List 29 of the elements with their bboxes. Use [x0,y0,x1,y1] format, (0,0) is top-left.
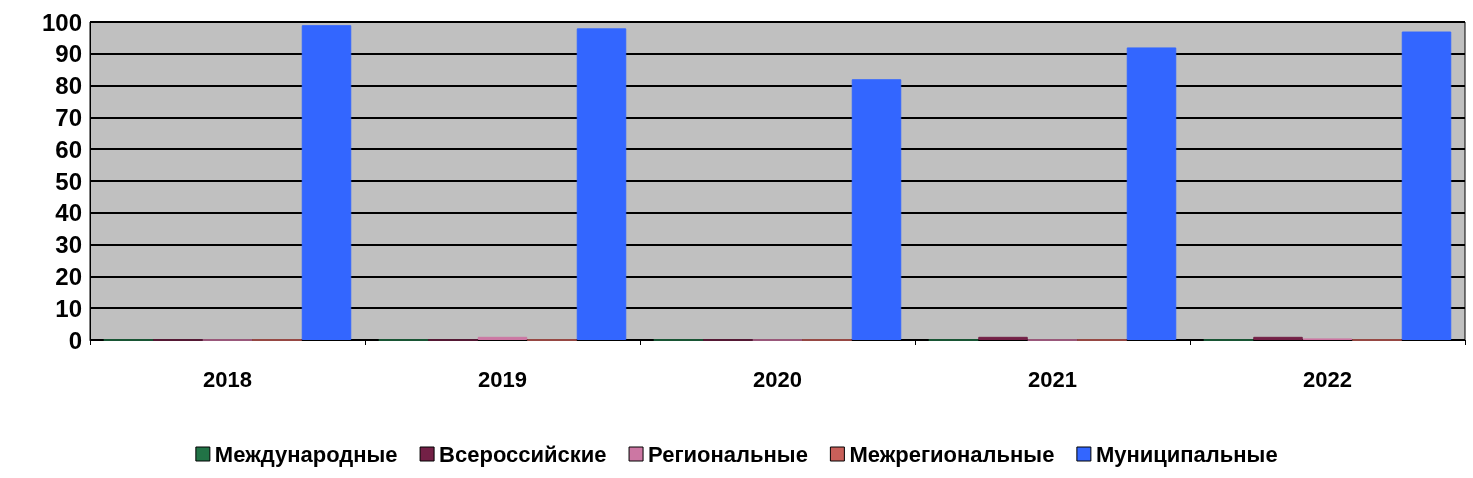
x-tick-label: 2019 [478,366,527,392]
bar [1126,47,1177,340]
x-tick-label: 2018 [203,366,252,392]
y-tick-label: 50 [55,167,82,195]
y-tick-label: 10 [55,294,82,322]
y-tick-label: 80 [55,72,82,100]
legend-label: Региональные [648,441,808,467]
x-tick-label: 2022 [1303,366,1352,392]
y-tick-label: 0 [68,326,82,354]
y-tick-label: 70 [55,103,82,131]
legend-label: Муниципальные [1095,441,1278,467]
legend-label: Международные [214,441,398,467]
bar [978,336,1028,340]
bar [576,28,627,340]
x-tick-label: 2021 [1028,366,1077,392]
bar [851,79,902,340]
x-tick-label: 2020 [753,366,802,392]
bar [477,336,528,340]
bar [1253,336,1303,340]
legend-label: Межрегиональные [849,441,1055,467]
y-tick-label: 20 [55,262,82,290]
bar [1401,31,1452,340]
y-tick-label: 90 [55,40,82,68]
y-tick-label: 40 [55,199,82,227]
bar [301,25,352,340]
y-tick-label: 100 [41,8,82,36]
legend-label: Всероссийские [439,441,607,467]
y-tick-label: 60 [55,135,82,163]
y-tick-label: 30 [55,231,82,259]
